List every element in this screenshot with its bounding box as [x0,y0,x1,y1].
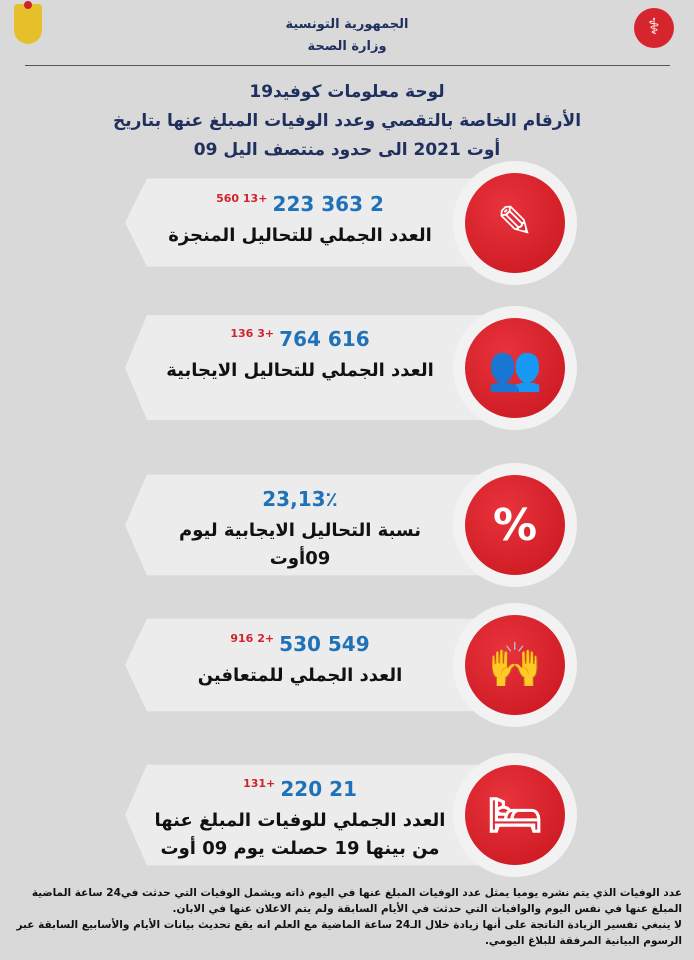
stat-increase: +13 560 [216,192,268,205]
infected-people-icon: 👥 [465,317,565,418]
page-title: لوحة معلومات كوفيد19 الأرقام الخاصة بالت… [0,78,694,165]
stat-value: 23,13٪ [262,487,338,511]
footnote: عدد الوفيات الذي يتم نشره يوميا يمثل عدد… [12,885,682,949]
title-line-1: لوحة معلومات كوفيد19 [249,82,445,102]
stat-value: 2 363 223 [272,192,384,216]
stat-card [125,178,495,267]
icon-halo: % [453,463,577,587]
tunisia-emblem-logo [14,1,42,44]
footnote-paragraph-1: عدد الوفيات الذي يتم نشره يوميا يمثل عدد… [31,887,682,915]
stat-text: 23,13٪ نسبة التحاليل الايجابية ليوم 09أو… [150,487,450,573]
stat-text: 616 764 +3 136 العدد الجملي للتحاليل الا… [150,327,450,385]
icon-halo: 🙌 [453,603,577,727]
stat-card [125,618,495,712]
icon-halo: ✎ [453,160,577,285]
stat-text: 549 530 +2 916 العدد الجملي للمتعافين [150,632,450,690]
ministry-name: وزارة الصحة [307,39,387,54]
header: الجمهورية التونسية وزارة الصحة [0,14,694,58]
stat-label: العدد الجملي للتحاليل المنجزة [168,225,432,246]
stat-value: 549 530 [279,632,370,656]
patient-bed-icon: 🛏 [465,765,565,865]
stat-text: 2 363 223 +13 560 العدد الجملي للتحاليل … [150,192,450,250]
recovered-people-icon: 🙌 [465,615,565,715]
stat-label: نسبة التحاليل الايجابية ليوم 09أوت [179,520,421,569]
divider [25,65,670,66]
stat-value: 21 220 [280,777,357,801]
percent-icon: % [465,475,565,575]
title-line-2: الأرقام الخاصة بالتقصي وعدد الوفيات المب… [112,111,582,131]
stat-text: 21 220 +131 العدد الجملي للوفيات المبلغ … [150,777,450,863]
stat-increase: +3 136 [230,327,275,340]
icon-halo: 👥 [453,305,577,430]
icon-halo: 🛏 [453,753,577,877]
stat-card [125,315,495,420]
stat-label: العدد الجملي للتحاليل الايجابية [166,360,434,381]
ministry-health-logo: ⚕ [634,8,674,48]
country-name: الجمهورية التونسية [285,17,409,32]
stat-card [125,474,495,576]
stat-value: 616 764 [279,327,370,351]
stat-card [125,764,495,866]
swab-test-icon: ✎ [465,172,565,273]
stat-increase: +131 [243,777,276,790]
stat-increase: +2 916 [230,632,275,645]
title-line-3: 09 أوت 2021 الى حدود منتصف اليل [193,140,501,160]
stat-label: العدد الجملي للمتعافين [197,665,403,686]
stat-label: العدد الجملي للوفيات المبلغ عنها من بينه… [154,810,446,859]
footnote-paragraph-2: لا ينبغي تفسير الزيادة الناتجة على أنها … [16,919,682,947]
